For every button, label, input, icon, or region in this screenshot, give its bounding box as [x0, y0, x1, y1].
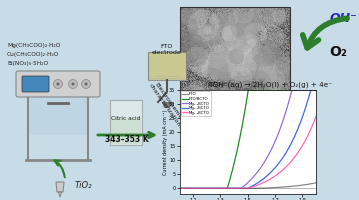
Mg₀.₃BCTO: [258, 183, 262, 185]
Polygon shape: [111, 118, 141, 144]
FancyBboxPatch shape: [148, 52, 186, 80]
FTO: [280, 186, 284, 188]
FTO: [239, 187, 243, 190]
Circle shape: [56, 82, 60, 86]
FTO: [314, 182, 318, 184]
Polygon shape: [28, 96, 88, 135]
Text: Electrochemical
characterizations: Electrochemical characterizations: [148, 80, 188, 130]
Mg₀.₂BCTO: [269, 171, 273, 174]
FTO: [201, 187, 206, 190]
FTO/BCTO: [213, 187, 217, 190]
Mg₀.₂BCTO: [258, 180, 262, 183]
Mg₀.₁BCTO: [269, 150, 273, 152]
Circle shape: [84, 82, 88, 86]
Y-axis label: Current density (mA cm⁻²): Current density (mA cm⁻²): [163, 109, 168, 175]
FTO/BCTO: [258, 89, 262, 91]
Mg₀.₁BCTO: [213, 187, 217, 190]
Line: Mg₀.₂BCTO: Mg₀.₂BCTO: [180, 90, 316, 188]
Mg₀.₁BCTO: [258, 168, 262, 170]
Polygon shape: [110, 100, 142, 145]
Mg₀.₂BCTO: [177, 187, 182, 190]
Text: Citric acid: Citric acid: [111, 116, 141, 121]
FTO/BCTO: [269, 89, 273, 91]
Bar: [180, 7, 290, 105]
Mg₀.₂BCTO: [314, 89, 318, 91]
Mg₀.₃BCTO: [201, 187, 206, 190]
Mg₀.₂BCTO: [239, 187, 243, 190]
Line: FTO: FTO: [180, 183, 316, 188]
FTO/BCTO: [280, 89, 285, 91]
Mg₀.₃BCTO: [177, 187, 182, 190]
Mg₀.₃BCTO: [314, 116, 318, 118]
Mg₀.₁BCTO: [290, 89, 294, 91]
Polygon shape: [56, 182, 64, 192]
FTO/BCTO: [239, 130, 243, 132]
FTO: [258, 187, 262, 189]
FancyBboxPatch shape: [16, 71, 100, 97]
Text: OH⁻: OH⁻: [329, 12, 357, 25]
Text: 343–353 K: 343–353 K: [105, 135, 149, 144]
FTO/BCTO: [246, 89, 251, 91]
Mg₀.₂BCTO: [309, 89, 313, 91]
Text: TiO₂: TiO₂: [75, 181, 93, 190]
Mg₀.₂BCTO: [280, 157, 284, 160]
Line: FTO/BCTO: FTO/BCTO: [180, 90, 316, 188]
Mg₀.₁BCTO: [201, 187, 206, 190]
Mg₀.₁BCTO: [177, 187, 182, 190]
FTO/BCTO: [314, 89, 318, 91]
Legend: FTO, FTO/BCTO, Mg₀.₁BCTO, Mg₀.₂BCTO, Mg₀.₃BCTO: FTO, FTO/BCTO, Mg₀.₁BCTO, Mg₀.₂BCTO, Mg₀…: [181, 91, 211, 116]
Mg₀.₁BCTO: [280, 122, 284, 124]
Mg₀.₃BCTO: [239, 187, 243, 190]
Text: Mg(CH₃COO)₂·H₂O: Mg(CH₃COO)₂·H₂O: [7, 43, 60, 48]
Text: Cu(CH₃COO)₂·H₂O: Cu(CH₃COO)₂·H₂O: [7, 52, 59, 57]
FTO: [177, 187, 182, 190]
Circle shape: [71, 82, 75, 86]
Mg₀.₃BCTO: [213, 187, 217, 190]
Mg₀.₂BCTO: [201, 187, 206, 190]
Mg₀.₃BCTO: [280, 169, 284, 172]
Polygon shape: [162, 102, 172, 108]
FTO/BCTO: [201, 187, 206, 190]
Mg₀.₁BCTO: [314, 89, 318, 91]
Mg₀.₁BCTO: [239, 187, 243, 189]
Circle shape: [81, 79, 90, 88]
Text: FTO
electrode: FTO electrode: [152, 44, 182, 55]
Line: Mg₀.₁BCTO: Mg₀.₁BCTO: [180, 90, 316, 188]
Line: Mg₀.₃BCTO: Mg₀.₃BCTO: [180, 117, 316, 188]
Text: O₂: O₂: [329, 45, 347, 59]
FTO: [269, 187, 273, 189]
Text: 4OH⁻(aq) → 2H₂O(l) + O₂(g) + 4e⁻: 4OH⁻(aq) → 2H₂O(l) + O₂(g) + 4e⁻: [208, 82, 332, 88]
FancyBboxPatch shape: [22, 76, 49, 92]
FancyArrowPatch shape: [303, 18, 347, 48]
Mg₀.₃BCTO: [269, 178, 273, 180]
FTO/BCTO: [177, 187, 182, 190]
Mg₀.₂BCTO: [213, 187, 217, 190]
Text: Bi(NO₃)₅·5H₂O: Bi(NO₃)₅·5H₂O: [7, 61, 48, 66]
FTO: [213, 187, 217, 190]
Circle shape: [69, 79, 78, 88]
Circle shape: [53, 79, 62, 88]
